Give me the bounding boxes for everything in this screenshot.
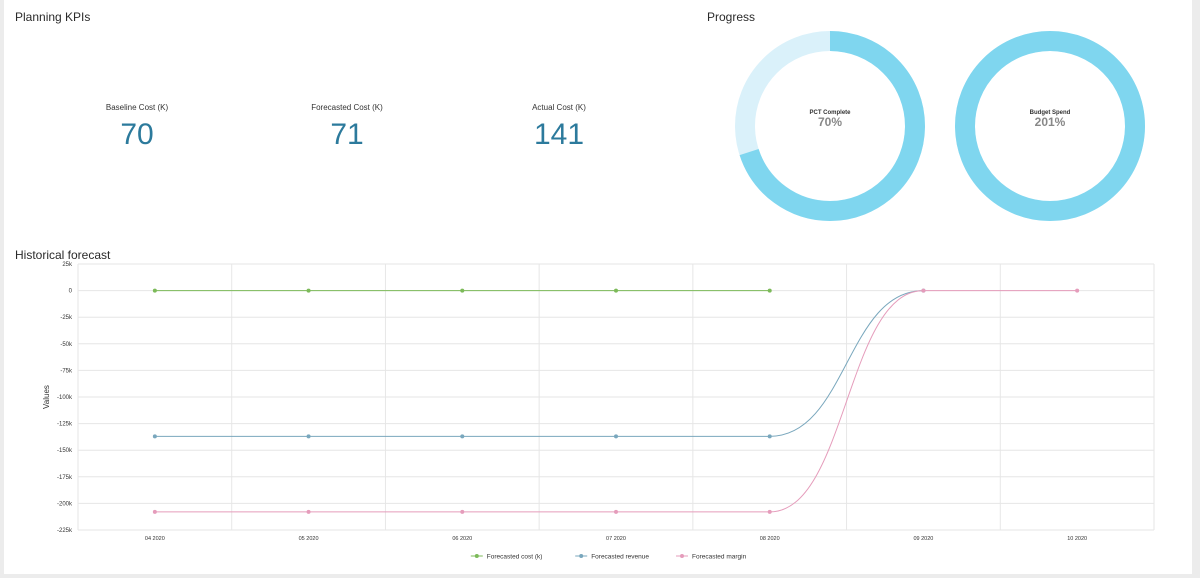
y-axis-ticks: 25k 0 -25k -50k -75k -100k -125k -150k -175k -200… — [57, 262, 73, 534]
y-tick-label: -50k — [60, 342, 73, 348]
y-tick-label: -175k — [57, 475, 73, 481]
chart-grid — [77, 263, 1155, 531]
x-tick-label: 09 2020 — [913, 536, 933, 542]
pct-complete-donut: PCT Complete 70% — [735, 31, 925, 221]
planning-kpis-title: Planning KPIs — [15, 10, 91, 24]
x-tick-label: 05 2020 — [299, 536, 319, 542]
dashboard-panel: Planning KPIs Baseline Cost (K) 70 Forec… — [4, 0, 1192, 574]
kpi-value: 70 — [120, 118, 154, 151]
donut-label: PCT Complete — [809, 110, 851, 116]
data-point — [306, 434, 311, 439]
kpi-actual-cost: Actual Cost (K) 141 — [469, 103, 649, 152]
progress-title: Progress — [707, 10, 756, 24]
x-tick-label: 06 2020 — [452, 536, 472, 542]
y-tick-label: 0 — [69, 289, 73, 295]
x-tick-label: 10 2020 — [1067, 536, 1087, 542]
y-axis-title: Values — [42, 385, 51, 409]
y-tick-label: -225k — [57, 528, 73, 534]
data-point — [152, 288, 157, 293]
kpi-value: 141 — [533, 118, 585, 151]
chart-legend: Forecasted cost (k) Forecasted revenue For… — [470, 554, 747, 561]
data-point — [614, 288, 618, 293]
data-point — [460, 434, 465, 439]
legend-entry: Forecasted cost (k) — [487, 554, 543, 561]
kpi-label: Baseline Cost (K) — [105, 103, 169, 112]
data-point — [921, 288, 926, 293]
data-point — [614, 434, 618, 439]
data-point — [614, 509, 618, 514]
data-point — [152, 509, 157, 514]
donut-fill — [955, 31, 1145, 221]
legend-marker — [579, 554, 584, 558]
donut-ring — [955, 31, 1145, 221]
donut-ring — [735, 31, 925, 221]
donut-value: 70% — [817, 115, 843, 129]
x-tick-label: 07 2020 — [606, 536, 626, 542]
budget-spend-donut: Budget Spend 201% — [955, 31, 1145, 221]
data-point — [767, 434, 772, 439]
data-point — [460, 509, 465, 514]
series-line — [154, 290, 1078, 513]
data-point — [767, 509, 772, 514]
y-tick-label: -25k — [60, 315, 73, 321]
kpi-value: 71 — [330, 118, 364, 151]
kpi-baseline-cost: Baseline Cost (K) 70 — [47, 103, 227, 152]
data-point — [1075, 288, 1080, 293]
kpi-label: Actual Cost (K) — [532, 103, 586, 112]
kpi-forecasted-cost: Forecasted Cost (K) 71 — [257, 103, 437, 152]
historical-forecast-title: Historical forecast — [15, 248, 111, 262]
y-tick-label: 25k — [62, 262, 73, 268]
y-tick-label: -125k — [57, 422, 73, 428]
kpi-label: Forecasted Cost (K) — [311, 103, 383, 112]
y-tick-label: -75k — [60, 368, 73, 374]
chart-series — [152, 288, 1080, 514]
legend-entry: Forecasted margin — [692, 554, 747, 561]
data-point — [306, 509, 311, 514]
y-tick-label: -100k — [57, 395, 73, 401]
x-tick-label: 08 2020 — [760, 536, 780, 542]
x-axis-ticks: 04 2020 05 2020 06 2020 07 2020 08 2020 09 20… — [145, 536, 1087, 542]
y-tick-label: -200k — [57, 501, 73, 507]
legend-marker — [474, 554, 479, 558]
data-point — [460, 288, 465, 293]
legend-marker — [680, 554, 684, 558]
data-point — [306, 288, 311, 293]
data-point — [767, 288, 772, 293]
legend-entry: Forecasted revenue — [591, 554, 649, 561]
donut-label: Budget Spend — [1029, 110, 1071, 116]
y-tick-label: -150k — [57, 448, 73, 454]
data-point — [152, 434, 157, 439]
donut-fill — [735, 31, 925, 221]
x-tick-label: 04 2020 — [145, 536, 165, 542]
donut-value: 201% — [1034, 115, 1066, 129]
historical-forecast-chart: 25k 0 -25k -50k -75k -100k -125k -150k -175k -200… — [42, 262, 1155, 561]
